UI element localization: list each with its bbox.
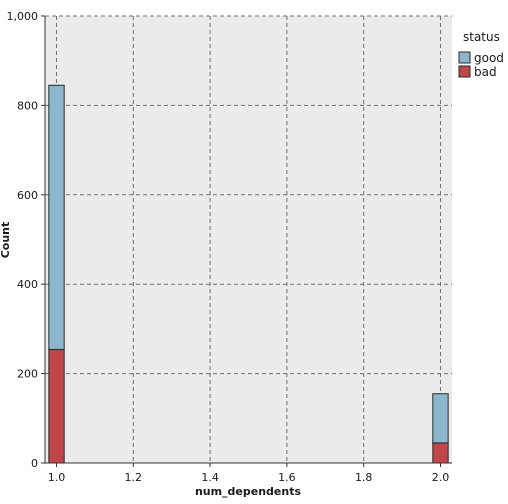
x-tick-label: 1.6 (278, 471, 296, 484)
y-axis-title: Count (0, 222, 12, 259)
y-tick-label: 200 (17, 368, 38, 381)
legend-swatch-bad (458, 65, 471, 78)
bar-bad-1.0 (48, 348, 65, 464)
legend-label-bad: bad (474, 65, 497, 79)
legend-swatch-good (458, 51, 471, 64)
bar-bad-2.0 (432, 442, 449, 464)
bar-good-1.0 (48, 84, 65, 350)
x-tick-label: 2.0 (432, 471, 450, 484)
y-tick-label: 400 (17, 278, 38, 291)
y-tick-labels: 0 200 400 600 800 1,000 (7, 10, 39, 470)
y-tick-label: 600 (17, 189, 38, 202)
axes (41, 15, 452, 467)
plot-background (45, 16, 452, 463)
x-tick-label: 1.8 (355, 471, 373, 484)
x-tick-label: 1.2 (125, 471, 143, 484)
legend-title: status (463, 30, 500, 44)
bars-group (48, 84, 449, 464)
x-axis-title: num_dependents (195, 485, 302, 498)
x-tick-labels: 1.0 1.2 1.4 1.6 1.8 2.0 (48, 471, 449, 484)
bar-good-2.0 (432, 393, 449, 444)
x-tick-label: 1.4 (201, 471, 219, 484)
y-tick-label: 1,000 (7, 10, 39, 23)
x-tick-label: 1.0 (48, 471, 66, 484)
legend-label-good: good (474, 51, 504, 65)
y-tick-label: 800 (17, 99, 38, 112)
y-tick-label: 0 (31, 457, 38, 470)
